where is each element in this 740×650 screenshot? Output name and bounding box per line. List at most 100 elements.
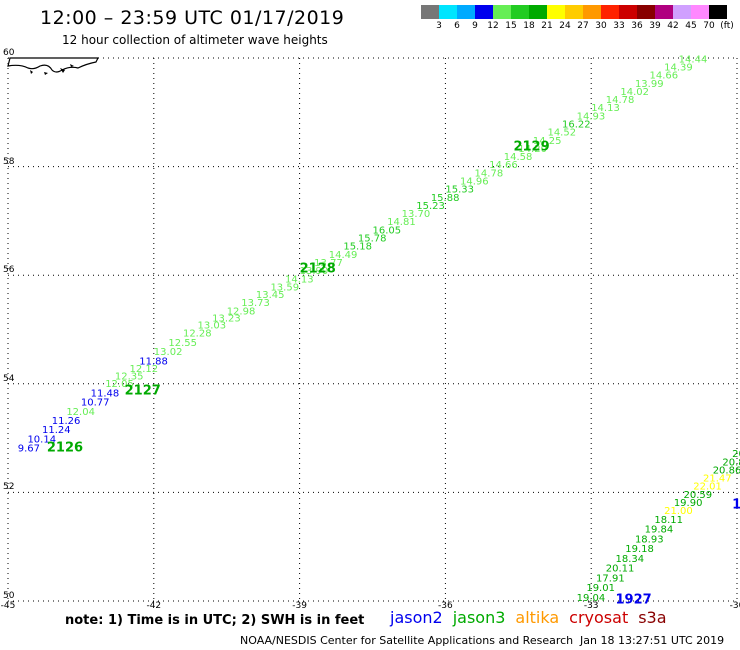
color-swatch <box>493 5 511 19</box>
swh-value: 15.88 <box>431 193 460 204</box>
satellite-legend-item: s3a <box>638 608 667 627</box>
color-swatch <box>583 5 601 19</box>
track-number-label: 2129 <box>513 139 549 154</box>
swh-value: 14.78 <box>475 168 504 179</box>
swh-value: 13.99 <box>635 79 664 90</box>
color-swatch <box>421 5 439 19</box>
color-scale-label: 15 <box>505 21 517 31</box>
swh-value: 21.47 <box>703 474 732 485</box>
color-swatch <box>691 5 709 19</box>
x-tick-label: -45 <box>0 601 16 611</box>
color-scale-bar <box>421 5 740 19</box>
swh-value: 9.67 <box>18 444 40 455</box>
swh-value: 13.77 <box>314 258 343 269</box>
swh-value: 15.23 <box>416 201 445 212</box>
swh-value: 13.73 <box>241 298 270 309</box>
swh-value: 18.11 <box>654 515 683 526</box>
color-scale-legend: 3 6 9 12 15 18 21 24 27 30 33 36 39 42 45 70 (ft) <box>421 5 740 33</box>
swh-value: 12.28 <box>183 329 212 340</box>
lat-lon-grid <box>7 57 738 602</box>
note-text: note: 1) Time is in UTC; 2) SWH is in fe… <box>65 613 365 628</box>
color-swatch <box>655 5 673 19</box>
satellite-legend-item: altika <box>515 608 560 627</box>
timestamp-text: Jan 18 13:27:51 UTC 2019 <box>580 634 725 647</box>
color-scale-label: 30 <box>595 21 607 31</box>
track-labels: 2126 2127 2128 2129 1927 1926 <box>47 139 740 607</box>
swh-value: 21.00 <box>664 506 693 517</box>
track-number-label: 2128 <box>300 261 336 276</box>
swh-value: 12.55 <box>168 338 197 349</box>
track-number-label: 2126 <box>47 441 83 456</box>
swh-value: 14.25 <box>533 136 562 147</box>
color-swatch <box>619 5 637 19</box>
x-tick-label: -42 <box>146 601 162 611</box>
page-title: 12:00 – 23:59 UTC 01/17/2019 <box>40 7 345 29</box>
color-scale-label: 21 <box>541 21 553 31</box>
y-tick-label: 58 <box>3 156 15 167</box>
swh-value: 12.35 <box>115 371 144 382</box>
swh-value: 11.48 <box>91 388 120 399</box>
swh-value: 19.84 <box>645 525 674 536</box>
color-swatch <box>709 5 727 19</box>
swh-value: 14.13 <box>591 103 620 114</box>
swh-value: 14.44 <box>679 54 708 65</box>
swh-value: 12.12 <box>130 364 159 375</box>
swh-value: 11.26 <box>52 416 81 427</box>
track-number-label: 1926 <box>732 498 740 513</box>
swh-value: 13.02 <box>154 347 183 358</box>
color-swatch <box>637 5 655 19</box>
track-number-label: 1927 <box>616 593 652 608</box>
swh-value: 15.18 <box>343 242 372 253</box>
color-scale-label: (ft) <box>720 21 734 31</box>
color-scale-labels: 3 6 9 12 15 18 21 24 27 30 33 36 39 42 45 70 (ft) <box>421 19 740 33</box>
swh-value: 14.66 <box>650 71 679 82</box>
color-scale-label: 9 <box>472 21 478 31</box>
color-scale-label: 24 <box>559 21 571 31</box>
swh-value: 18.34 <box>616 554 645 565</box>
y-tick-label: 56 <box>3 265 15 276</box>
swh-value: 14.58 <box>504 152 533 163</box>
satellite-legend: jason2 jason3 altika cryosat s3a <box>390 608 677 627</box>
color-swatch <box>547 5 565 19</box>
color-scale-label: 27 <box>577 21 589 31</box>
swh-value: 14.81 <box>387 217 416 228</box>
color-swatch <box>511 5 529 19</box>
color-scale-label: 36 <box>631 21 643 31</box>
color-scale-label: 18 <box>523 21 535 31</box>
swh-value: 14.02 <box>620 87 649 98</box>
y-tick-label: 60 <box>3 48 15 58</box>
swh-value: 20.11 <box>606 564 635 575</box>
x-tick-label: -39 <box>292 601 307 611</box>
color-swatch <box>439 5 457 19</box>
swh-value: 14.78 <box>606 95 635 106</box>
color-scale-label: 42 <box>667 21 679 31</box>
y-tick-label: 50 <box>3 591 15 601</box>
x-tick-label: -36 <box>438 601 453 611</box>
swh-value: 20.59 <box>684 490 713 501</box>
x-tick-label: -33 <box>583 601 599 611</box>
swh-value: 18.93 <box>635 534 664 545</box>
swh-value: 14.13 <box>285 274 314 285</box>
swh-value: 12.04 <box>66 407 95 418</box>
satellite-legend-item: jason3 <box>452 608 506 627</box>
coastline-islands <box>30 64 74 75</box>
swh-value: 14.39 <box>664 62 693 73</box>
swh-value: 13.23 <box>212 313 241 324</box>
credit-text: NOAA/NESDIS Center for Satellite Applica… <box>240 634 574 647</box>
page-subtitle: 12 hour collection of altimeter wave hei… <box>62 33 328 47</box>
swh-value: 17.91 <box>596 573 625 584</box>
track-number-label: 2127 <box>125 384 161 399</box>
swh-value: 13.70 <box>402 209 431 220</box>
color-scale-label: 70 <box>703 21 715 31</box>
swh-value: 13.45 <box>256 290 285 301</box>
color-scale-label: 12 <box>487 21 499 31</box>
swh-value: 14.93 <box>577 111 606 122</box>
swh-value: 19.01 <box>586 583 615 594</box>
swh-value: 20.86 <box>713 465 740 476</box>
color-scale-label: 33 <box>613 21 625 31</box>
swh-value: 10.14 <box>27 434 56 445</box>
color-swatch <box>475 5 493 19</box>
color-scale-label: 45 <box>685 21 697 31</box>
swh-readings: 9.6710.1411.2411.2612.0410.7711.4812.051… <box>18 54 740 604</box>
